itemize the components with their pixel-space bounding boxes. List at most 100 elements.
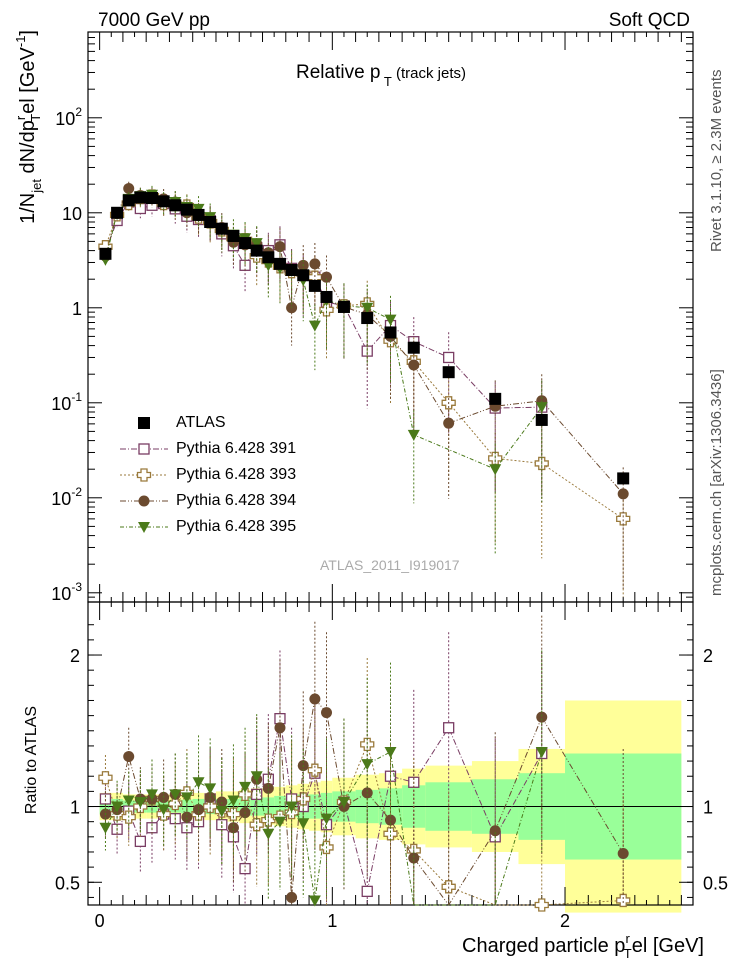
- ratio-point: [204, 791, 216, 803]
- data-point: [308, 320, 321, 332]
- ratio-point: [408, 852, 420, 864]
- y-tick-label: 10-2: [51, 485, 82, 509]
- data-point: [408, 359, 420, 371]
- ratio-point: [157, 804, 170, 816]
- data-point: [489, 464, 502, 476]
- data-point: [320, 290, 333, 303]
- y-tick-label: 10: [62, 204, 82, 224]
- ratio-y-tick-label: 1: [703, 798, 713, 818]
- rivet-note: Rivet 3.1.10, ≥ 2.3M events: [708, 69, 725, 253]
- data-point: [407, 341, 420, 354]
- data-point: [617, 472, 630, 485]
- ratio-point: [239, 862, 251, 875]
- legend-label: Pythia 6.428 395: [176, 518, 297, 535]
- ratio-point: [616, 893, 631, 908]
- legend-marker-391: [118, 438, 170, 460]
- ratio-point: [250, 771, 263, 783]
- legend-item-395: Pythia 6.428 395: [118, 514, 296, 540]
- data-point: [321, 271, 333, 283]
- legend-marker-395: [118, 516, 170, 538]
- ratio-point: [309, 693, 321, 705]
- x-axis-label: Charged particle pr Tel [GeV]: [462, 931, 704, 961]
- data-point: [308, 279, 321, 292]
- ratio-point: [192, 777, 205, 789]
- data-point: [384, 314, 397, 326]
- ratio-point: [98, 771, 113, 785]
- ratio-point: [122, 795, 135, 807]
- ratio-point: [123, 751, 135, 763]
- data-point: [227, 229, 240, 242]
- data-point: [616, 512, 631, 526]
- legend-marker-atlas: [118, 412, 170, 434]
- y-tick-label: 10-3: [51, 580, 82, 604]
- data-point: [250, 238, 263, 250]
- legend-marker-394: [118, 490, 170, 512]
- ratio-point: [285, 801, 298, 813]
- ratio-point: [99, 822, 112, 834]
- data-point: [442, 366, 455, 379]
- legend-label: Pythia 6.428 391: [176, 440, 297, 457]
- analysis-watermark: ATLAS_2011_I919017: [320, 557, 460, 573]
- ratio-point: [308, 895, 321, 907]
- y-tick-label: 1: [72, 299, 82, 319]
- data-point: [443, 417, 455, 429]
- x-tick-label: 2: [560, 911, 570, 931]
- data-point: [535, 402, 548, 414]
- y-tick-label: 10-1: [51, 390, 82, 414]
- data-point: [361, 312, 374, 325]
- ratio-point: [535, 746, 548, 758]
- ratio-point: [227, 822, 239, 834]
- ratio-point: [145, 789, 158, 801]
- data-point: [443, 351, 455, 364]
- legend-label: Pythia 6.428 393: [176, 466, 297, 483]
- ratio-point: [181, 811, 193, 823]
- ratio-point: [361, 885, 373, 898]
- data-point: [273, 257, 286, 270]
- data-point: [169, 199, 182, 212]
- right-header: Soft QCD: [608, 10, 690, 31]
- data-point: [309, 258, 321, 270]
- ratio-point: [111, 801, 124, 813]
- ratio-point: [617, 847, 629, 859]
- data-point: [407, 429, 420, 441]
- ratio-point: [273, 816, 286, 828]
- left-header: 7000 GeV pp: [98, 10, 210, 31]
- data-point: [123, 183, 135, 195]
- data-point: [145, 192, 158, 205]
- legend-item-391: Pythia 6.428 391: [118, 436, 296, 462]
- data-point: [134, 191, 147, 204]
- data-point: [319, 303, 334, 317]
- ratio-point: [337, 796, 350, 808]
- data-point: [617, 488, 629, 500]
- data-point: [337, 300, 350, 313]
- x-tick-label: 0: [95, 911, 105, 931]
- data-point: [239, 237, 252, 250]
- ratio-y-tick-label: 0.5: [55, 873, 80, 893]
- ratio-point: [320, 813, 333, 825]
- ratio-point: [286, 891, 298, 903]
- ratio-point: [361, 759, 374, 771]
- data-point: [192, 208, 205, 221]
- ratio-y-tick-label: 2: [703, 646, 713, 666]
- data-point: [361, 302, 374, 314]
- y-tick-label: 102: [55, 105, 82, 129]
- ratio-line: [105, 697, 624, 906]
- data-point: [122, 194, 135, 207]
- mcplots-note: mcplots.cern.ch [arXiv:1306.3436]: [708, 369, 725, 596]
- data-point: [535, 413, 548, 426]
- ratio-point: [534, 898, 549, 912]
- data-point: [215, 222, 228, 235]
- ratio-point: [134, 835, 147, 848]
- ratio-point: [489, 825, 501, 837]
- y-axis-label: 1/Njet dN/dprTel [GeV-1]: [13, 30, 44, 224]
- ratio-point: [274, 722, 286, 734]
- ratio-y-tick-label: 1: [70, 798, 80, 818]
- data-point: [384, 326, 397, 339]
- data-point: [157, 195, 170, 208]
- legend: ATLAS Pythia 6.428 391 Pythia 6.428 393 …: [118, 410, 296, 540]
- legend-label: ATLAS: [176, 414, 226, 431]
- ratio-point: [321, 707, 333, 719]
- ratio-y-tick-label: 0.5: [703, 873, 728, 893]
- series-atlas: [99, 191, 630, 485]
